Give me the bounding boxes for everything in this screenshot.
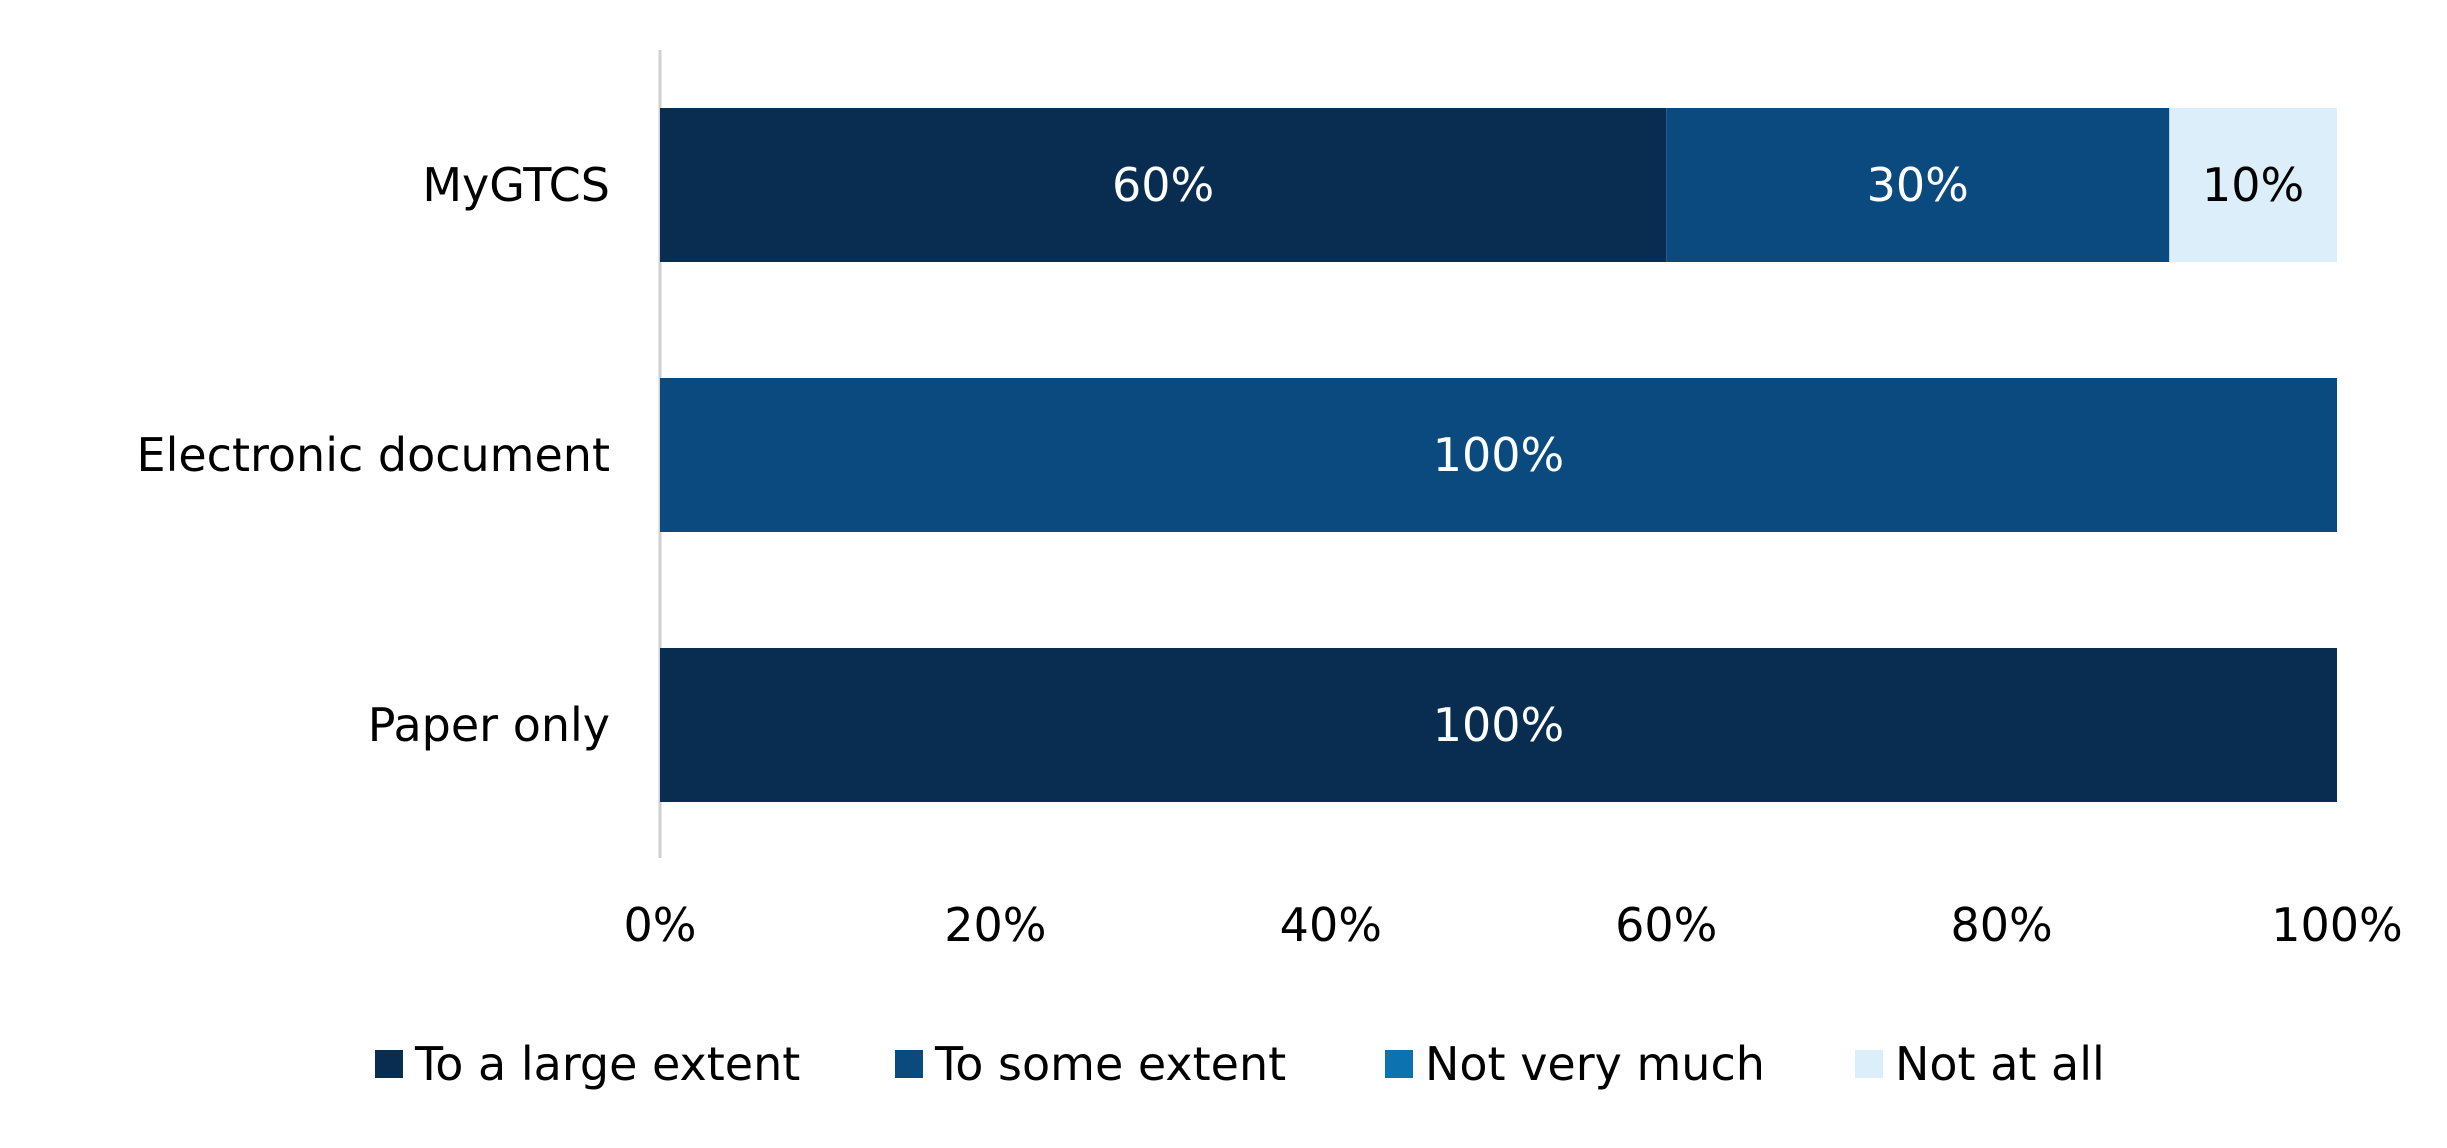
x-tick-label: 20%: [944, 898, 1046, 952]
data-label-mygtcs-to-a-large-extent: 60%: [1112, 158, 1214, 212]
category-label-paper-only: Paper only: [368, 698, 610, 752]
bar-electronic-document-to-some-extent: [660, 378, 2337, 532]
data-label-mygtcs-not-at-all: 10%: [2202, 158, 2304, 212]
legend-label-not-at-all: Not at all: [1895, 1037, 2105, 1091]
category-labels: MyGTCS Electronic document Paper only: [137, 158, 610, 752]
x-tick-label: 80%: [1950, 898, 2052, 952]
x-tick-label: 40%: [1280, 898, 1382, 952]
x-tick-label: 60%: [1615, 898, 1717, 952]
category-label-electronic-document: Electronic document: [137, 428, 610, 482]
legend-swatch-to-some-extent: [895, 1050, 923, 1078]
bar-paper-only-to-a-large-extent: [660, 648, 2337, 802]
legend-label-to-some-extent: To some extent: [934, 1037, 1286, 1091]
legend-swatch-not-at-all: [1855, 1050, 1883, 1078]
x-tick-label: 100%: [2271, 898, 2403, 952]
data-label-mygtcs-to-some-extent: 30%: [1867, 158, 1969, 212]
category-label-mygtcs: MyGTCS: [422, 158, 610, 212]
data-label-paper-only-to-a-large-extent: 100%: [1433, 698, 1565, 752]
legend-swatch-not-very-much: [1385, 1050, 1413, 1078]
bar-mygtcs-to-some-extent: [1666, 108, 2170, 262]
legend-label-to-a-large-extent: To a large extent: [414, 1037, 800, 1091]
legend-label-not-very-much: Not very much: [1425, 1037, 1765, 1091]
data-labels: 60% 30% 10% 100% 100%: [1112, 158, 2304, 752]
legend: To a large extent To some extent Not very …: [375, 1037, 2105, 1091]
bar-mygtcs-to-a-large-extent: [660, 108, 1667, 262]
x-tick-label: 0%: [624, 898, 697, 952]
x-axis-tick-labels: 0% 20% 40% 60% 80% 100%: [624, 898, 2403, 952]
data-label-electronic-document-to-some-extent: 100%: [1433, 428, 1565, 482]
bar-mygtcs-not-at-all: [2169, 108, 2337, 262]
legend-swatch-to-a-large-extent: [375, 1050, 403, 1078]
bars: [660, 108, 2337, 802]
